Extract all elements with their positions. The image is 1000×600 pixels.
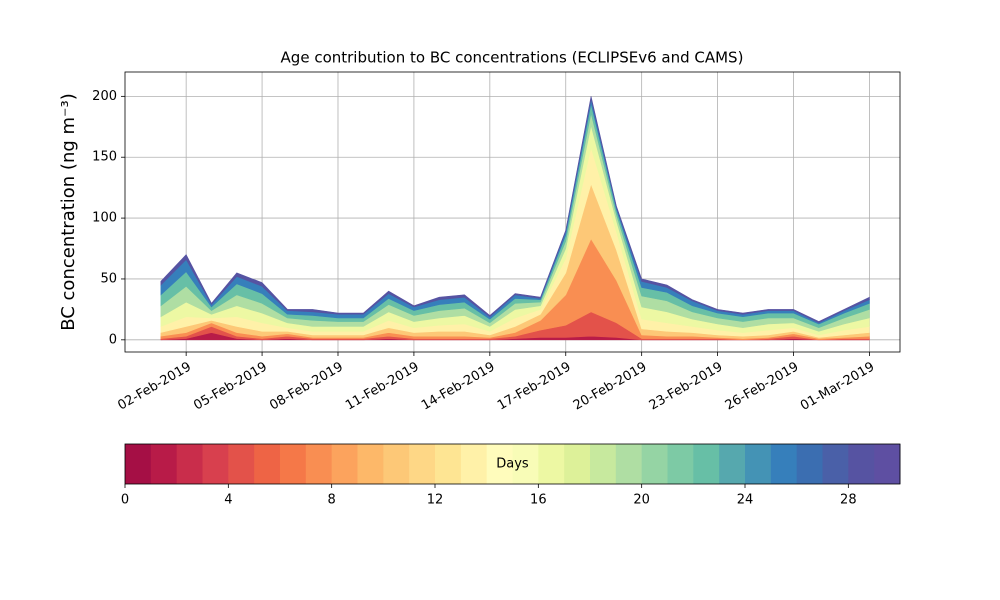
colorbar-swatch xyxy=(202,444,229,484)
colorbar-swatch xyxy=(796,444,823,484)
colorbar-swatch xyxy=(486,444,513,484)
colorbar-tick-label: 0 xyxy=(121,493,129,508)
colorbar-swatch xyxy=(409,444,436,484)
colorbar-swatch xyxy=(667,444,694,484)
colorbar-swatch xyxy=(383,444,410,484)
colorbar-tick-label: 12 xyxy=(427,493,444,508)
chart-title: Age contribution to BC concentrations (E… xyxy=(281,49,744,67)
colorbar-swatch xyxy=(693,444,720,484)
colorbar-swatch xyxy=(719,444,746,484)
colorbar-swatch xyxy=(150,444,178,484)
colorbar-tick-label: 20 xyxy=(633,493,650,508)
area-layer xyxy=(160,96,870,324)
colorbar-swatch xyxy=(590,444,617,484)
colorbar-swatch xyxy=(305,444,333,484)
colorbar-swatch xyxy=(770,444,798,484)
colorbar-swatch xyxy=(125,444,152,484)
colorbar: Days 0 4 8 12 16 20 24 28 xyxy=(121,443,901,508)
colorbar-swatch xyxy=(538,444,565,484)
colorbar-swatch xyxy=(745,444,772,484)
y-tick-label: 100 xyxy=(92,211,117,226)
colorbar-swatch xyxy=(435,444,462,484)
y-tick-label: 50 xyxy=(100,271,117,286)
colorbar-swatch xyxy=(848,444,875,484)
colorbar-frame xyxy=(124,443,901,485)
colorbar-tick-label: 28 xyxy=(840,493,857,508)
colorbar-swatch xyxy=(512,444,539,484)
colorbar-tick-label: 4 xyxy=(224,493,232,508)
colorbar-tick-label: 24 xyxy=(737,493,754,508)
colorbar-swatch xyxy=(615,444,643,484)
colorbar-swatch xyxy=(460,444,488,484)
y-axis-label: BC concentration (ng m⁻³) xyxy=(58,93,79,331)
colorbar-swatch xyxy=(228,444,255,484)
colorbar-tick-label: 8 xyxy=(328,493,336,508)
colorbar-swatch xyxy=(874,444,901,484)
colorbar-tick-label: 16 xyxy=(530,493,547,508)
colorbar-label: Days xyxy=(496,457,529,472)
colorbar-swatch xyxy=(822,444,849,484)
y-tick-label: 150 xyxy=(92,150,117,165)
colorbar-swatch xyxy=(641,444,668,484)
y-tick-label: 200 xyxy=(92,89,117,104)
colorbar-swatch xyxy=(331,444,358,484)
colorbar-swatch xyxy=(564,444,591,484)
colorbar-swatch xyxy=(280,444,307,484)
colorbar-swatch xyxy=(357,444,384,484)
colorbar-swatch xyxy=(176,444,203,484)
colorbar-swatch xyxy=(254,444,281,484)
axes-frame xyxy=(124,71,901,353)
y-tick-label: 0 xyxy=(109,332,117,347)
